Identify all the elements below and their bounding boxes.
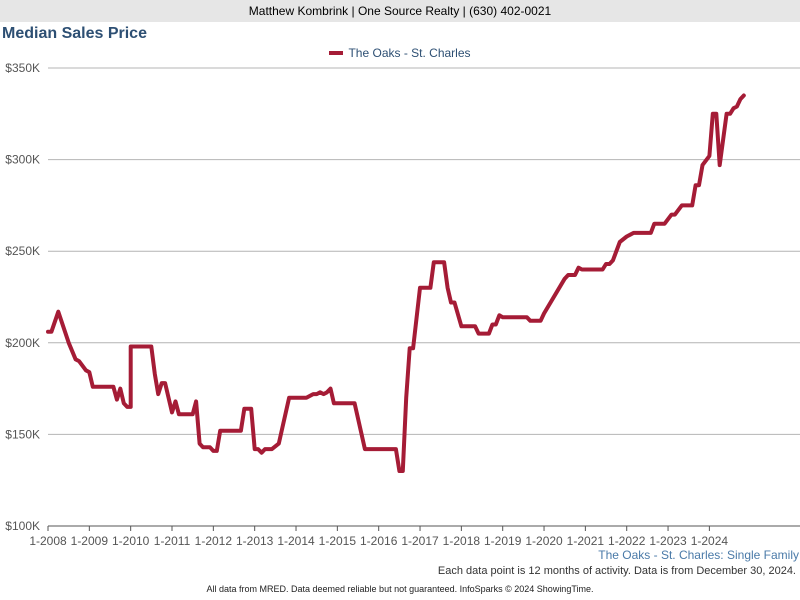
- footer-text: All data from MRED. Data deemed reliable…: [206, 584, 594, 594]
- x-tick-label: 1-2022: [608, 534, 646, 548]
- x-axis: 1-2008 1-2009 1-2010 1-2011 1-2012 1-2013 1-20…: [29, 526, 728, 548]
- x-tick-label: 1-2019: [484, 534, 522, 548]
- data-note: Each data point is 12 months of activity…: [437, 565, 796, 577]
- header-bar: Matthew Kombrink | One Source Realty | (…: [0, 0, 800, 22]
- legend[interactable]: The Oaks - St. Charles: [0, 46, 800, 60]
- chart-title: Median Sales Price: [2, 25, 147, 42]
- x-tick-label: 1-2021: [567, 534, 605, 548]
- grid-layer: [48, 67, 800, 527]
- x-tick-label: 1-2024: [691, 534, 729, 548]
- y-tick-label: $250K: [5, 244, 40, 258]
- header-text: Matthew Kombrink | One Source Realty | (…: [248, 4, 552, 18]
- x-tick-label: 1-2017: [401, 534, 439, 548]
- x-tick-label: 1-2008: [29, 534, 67, 548]
- series-layer: [46, 93, 746, 473]
- y-axis: $100K $150K $200K $250K $300K $350K: [5, 61, 40, 533]
- x-tick-label: 1-2020: [525, 534, 563, 548]
- x-tick-label: 1-2016: [360, 534, 398, 548]
- x-tick-label: 1-2015: [319, 534, 357, 548]
- legend-swatch: [329, 50, 344, 55]
- y-tick-label: $150K: [5, 427, 40, 441]
- y-tick-label: $350K: [5, 61, 40, 75]
- subject-label[interactable]: The Oaks - St. Charles: Single Family: [598, 548, 799, 562]
- legend-label: The Oaks - St. Charles: [348, 46, 471, 60]
- x-tick-label: 1-2018: [443, 534, 481, 548]
- x-tick-label: 1-2014: [277, 534, 315, 548]
- y-tick-label: $200K: [5, 336, 40, 350]
- x-tick-label: 1-2011: [154, 534, 191, 548]
- x-tick-label: 1-2013: [236, 534, 274, 548]
- x-tick-label: 1-2012: [195, 534, 233, 548]
- y-tick-label: $100K: [5, 519, 40, 533]
- series-line: [46, 93, 746, 473]
- y-tick-label: $300K: [5, 153, 40, 167]
- x-tick-label: 1-2009: [71, 534, 109, 548]
- x-tick-label: 1-2010: [112, 534, 150, 548]
- x-tick-label: 1-2023: [649, 534, 687, 548]
